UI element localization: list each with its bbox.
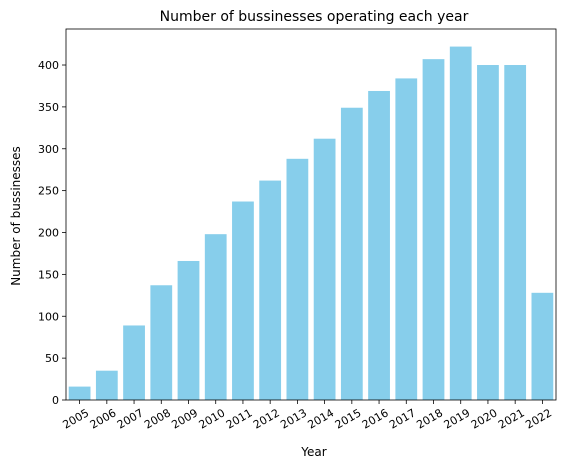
bar-2013 (287, 159, 309, 400)
x-tick-label: 2020 (469, 406, 500, 431)
x-tick-label: 2021 (496, 406, 527, 431)
bar-2015 (341, 108, 363, 400)
bar-2012 (259, 181, 281, 400)
x-tick-label: 2008 (142, 406, 173, 431)
x-tick-label: 2018 (414, 406, 445, 431)
chart-title: Number of bussinesses operating each yea… (160, 9, 469, 25)
bar-2017 (395, 78, 417, 400)
x-tick-label: 2017 (387, 406, 418, 431)
plot-area: 0 50 100 150 200 250 300 350 400 2005200620072008… (38, 29, 556, 432)
bar-2021 (504, 65, 526, 400)
bar-2018 (423, 59, 445, 400)
bar-2022 (532, 293, 554, 400)
x-tick-label: 2012 (251, 406, 282, 431)
x-tick-label: 2014 (305, 406, 336, 431)
x-tick-label: 2016 (360, 406, 391, 431)
bar-2020 (477, 65, 499, 400)
x-tick-label: 2005 (60, 406, 91, 431)
bar-2005 (69, 387, 91, 400)
bar-2009 (178, 261, 200, 400)
bar-2007 (123, 325, 145, 400)
x-tick-label: 2007 (115, 406, 146, 431)
x-axis-label: Year (300, 445, 326, 459)
y-axis-label: Number of bussinesses (9, 146, 23, 286)
x-tick-label: 2015 (333, 406, 364, 431)
bar-2011 (232, 202, 254, 400)
y-tick-label: 0 (52, 394, 59, 407)
x-tick-label: 2013 (278, 406, 309, 431)
x-tick-label: 2010 (197, 406, 228, 431)
x-tick-label: 2011 (224, 406, 255, 431)
bar-2019 (450, 47, 472, 400)
y-tick-label: 400 (38, 59, 59, 72)
y-tick-label: 200 (38, 227, 59, 240)
bar-2014 (314, 139, 336, 400)
y-tick-label: 50 (45, 352, 59, 365)
x-tick-label: 2009 (169, 406, 200, 431)
y-tick-label: 300 (38, 143, 59, 156)
y-tick-label: 150 (38, 268, 59, 281)
bar-2010 (205, 234, 227, 400)
bar-2016 (368, 91, 390, 400)
y-tick-label: 250 (38, 185, 59, 198)
y-tick-label: 100 (38, 310, 59, 323)
y-tick-label: 350 (38, 101, 59, 114)
bar-2008 (150, 285, 172, 400)
bar-2006 (96, 371, 118, 400)
x-tick-label: 2022 (523, 406, 554, 431)
x-tick-label: 2006 (88, 406, 119, 431)
x-tick-label: 2019 (442, 406, 473, 431)
